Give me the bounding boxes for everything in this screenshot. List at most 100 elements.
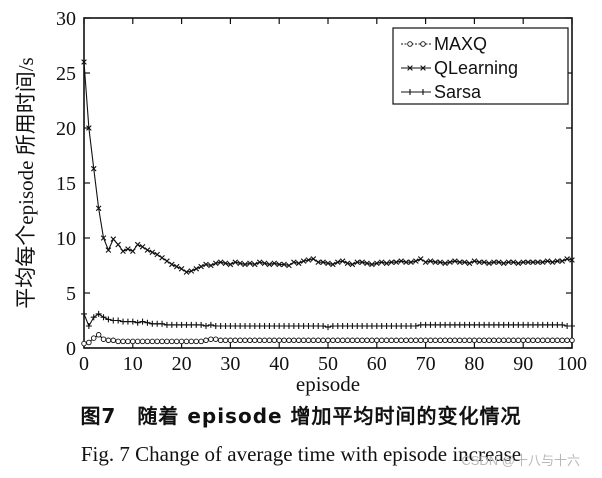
data-point-maxq <box>208 336 214 342</box>
data-point-qlearning <box>530 259 536 265</box>
data-point-maxq <box>378 337 385 344</box>
data-point-qlearning <box>476 259 483 265</box>
data-point-maxq <box>256 337 263 344</box>
data-point-sarsa <box>105 316 112 323</box>
x-tick-label: 50 <box>318 353 338 375</box>
data-point-maxq <box>510 337 517 344</box>
x-tick-label: 80 <box>464 353 484 375</box>
data-point-qlearning <box>417 256 424 262</box>
data-point-qlearning <box>305 257 312 263</box>
data-point-qlearning <box>271 260 278 267</box>
data-point-qlearning <box>95 205 102 212</box>
data-point-qlearning <box>256 259 263 265</box>
data-point-maxq <box>310 337 317 344</box>
data-point-sarsa <box>129 318 136 325</box>
data-point-qlearning <box>183 269 190 275</box>
y-tick-label: 10 <box>56 228 76 250</box>
data-point-maxq <box>139 338 146 345</box>
legend-entry-maxq: MAXQ <box>401 34 487 54</box>
x-tick-label: 30 <box>220 353 240 375</box>
data-point-maxq <box>535 337 541 344</box>
data-point-maxq <box>383 337 390 344</box>
data-point-qlearning <box>442 260 448 267</box>
legend-marker-maxq <box>407 41 413 47</box>
data-point-sarsa <box>85 323 92 329</box>
legend-label-maxq: MAXQ <box>434 34 487 54</box>
data-point-qlearning <box>130 248 136 254</box>
data-point-qlearning <box>554 258 561 264</box>
data-point-maxq <box>427 337 434 344</box>
data-point-qlearning <box>364 260 370 267</box>
data-point-maxq <box>520 337 526 344</box>
data-point-qlearning <box>144 247 151 253</box>
data-point-maxq <box>549 337 556 344</box>
legend-marker-sarsa <box>407 89 413 95</box>
data-point-qlearning <box>491 259 497 265</box>
data-point-qlearning <box>393 259 400 265</box>
data-point-qlearning <box>466 260 473 267</box>
data-point-maxq <box>252 337 258 344</box>
data-point-maxq <box>544 337 551 344</box>
data-point-sarsa <box>412 323 419 329</box>
data-point-qlearning <box>139 244 146 250</box>
data-point-sarsa <box>198 321 205 328</box>
data-point-maxq <box>295 337 302 344</box>
data-point-maxq <box>169 338 175 345</box>
data-point-maxq <box>525 337 531 344</box>
data-point-sarsa <box>159 320 166 327</box>
legend-box <box>392 27 569 105</box>
data-point-maxq <box>447 337 453 344</box>
data-point-maxq <box>388 337 395 344</box>
data-point-maxq <box>222 337 229 344</box>
data-point-qlearning <box>208 262 214 269</box>
data-point-maxq <box>320 337 326 344</box>
data-point-maxq <box>276 337 282 344</box>
data-point-maxq <box>417 337 424 344</box>
data-point-qlearning <box>432 259 439 265</box>
line-chart: 0 5 10 15 20 25 30 0 10 20 30 40 50 60 70 80 90 100 episo… <box>14 8 587 396</box>
data-point-qlearning <box>505 259 512 265</box>
data-point-maxq <box>198 338 204 345</box>
data-point-maxq <box>569 337 575 344</box>
data-point-maxq <box>266 337 273 344</box>
data-point-qlearning <box>374 260 380 267</box>
data-point-sarsa <box>139 318 146 325</box>
data-point-sarsa <box>320 323 327 329</box>
data-point-maxq <box>100 336 107 342</box>
y-tick-label: 5 <box>66 283 76 305</box>
data-point-maxq <box>271 337 278 344</box>
data-point-maxq <box>193 338 199 345</box>
data-point-maxq <box>559 337 565 344</box>
data-point-qlearning <box>242 261 248 268</box>
data-point-qlearning <box>217 259 224 265</box>
data-point-qlearning <box>100 235 107 241</box>
y-axis-title: 平均每个episode 所用时间/s <box>14 57 38 308</box>
data-point-maxq <box>305 337 312 344</box>
legend-entry-sarsa: Sarsa <box>401 82 482 102</box>
series-qlearning <box>81 59 575 275</box>
data-point-maxq <box>403 337 409 344</box>
data-point-qlearning <box>276 261 282 268</box>
data-point-maxq <box>359 337 365 344</box>
data-point-qlearning <box>569 257 575 263</box>
data-point-maxq <box>442 337 448 344</box>
data-point-maxq <box>457 337 463 344</box>
data-point-qlearning <box>349 261 356 268</box>
data-point-qlearning <box>173 263 180 270</box>
data-point-maxq <box>335 337 341 344</box>
data-point-maxq <box>159 338 165 345</box>
data-point-maxq <box>95 332 102 338</box>
data-point-qlearning <box>339 258 346 264</box>
data-point-sarsa <box>559 321 566 328</box>
data-point-maxq <box>217 337 224 344</box>
data-point-qlearning <box>115 241 121 248</box>
data-point-maxq <box>374 337 380 344</box>
data-point-qlearning <box>535 259 541 265</box>
x-tick-label: 0 <box>79 353 89 375</box>
data-point-sarsa <box>134 319 141 326</box>
data-point-maxq <box>120 338 126 345</box>
data-point-sarsa <box>90 314 97 321</box>
data-point-qlearning <box>520 259 526 265</box>
data-point-maxq <box>315 337 321 344</box>
data-point-maxq <box>144 338 151 345</box>
